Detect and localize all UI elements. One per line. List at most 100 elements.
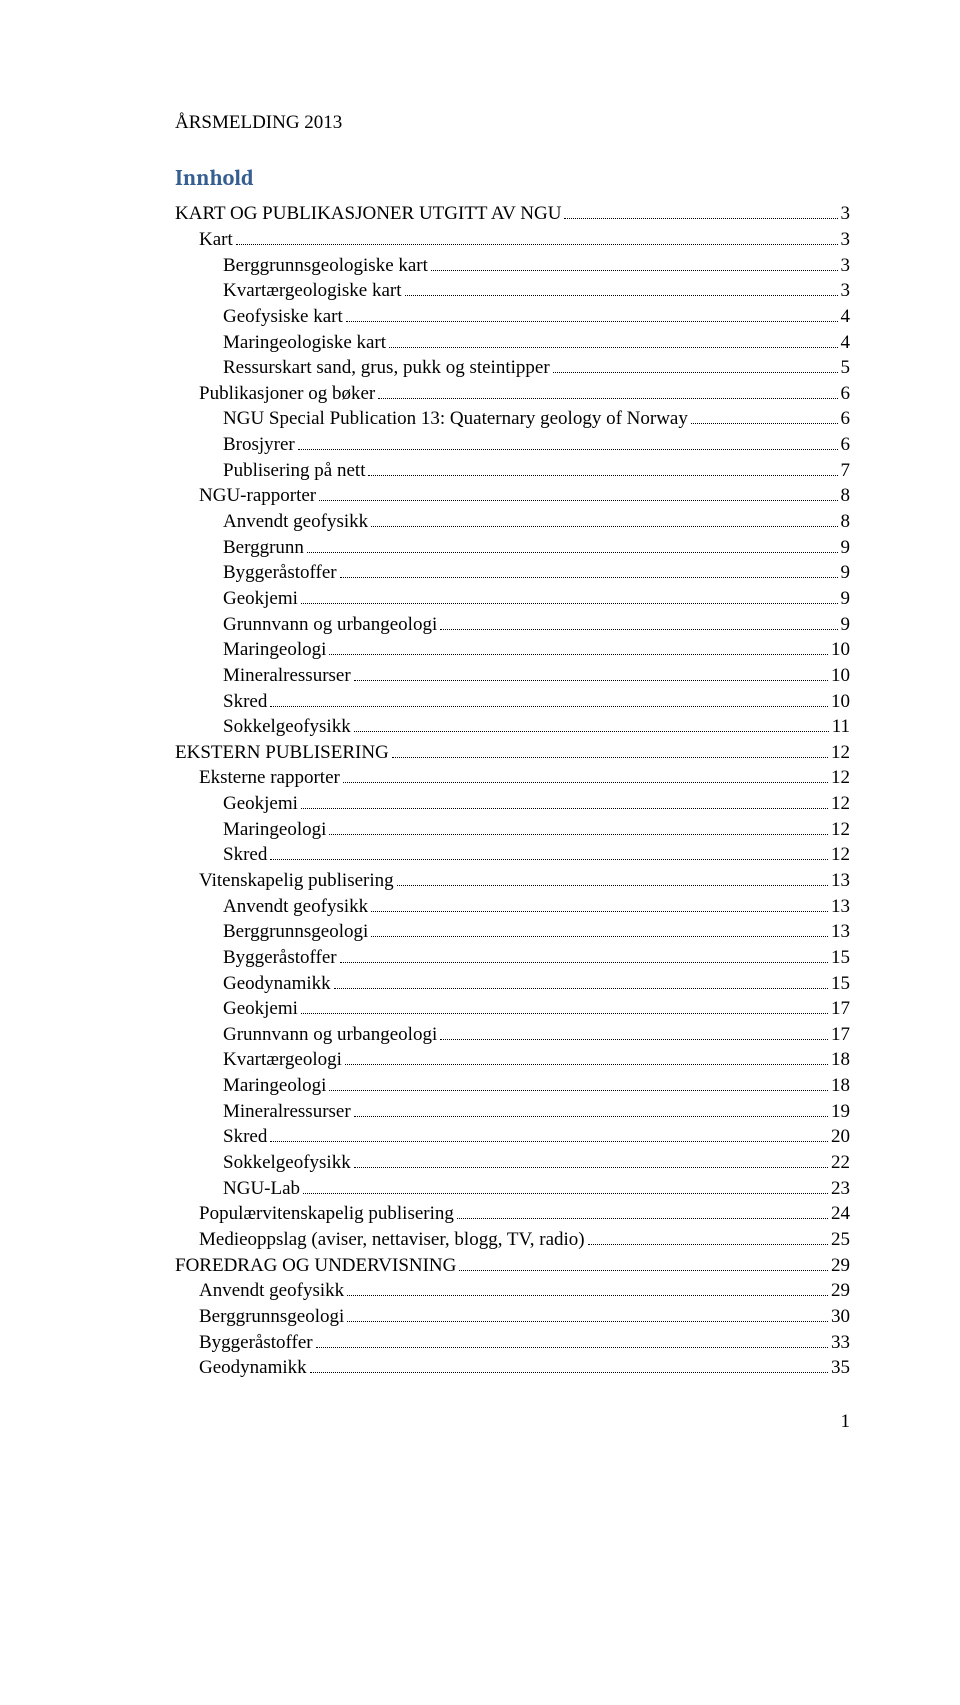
toc-line: Byggeråstoffer9 (175, 560, 850, 586)
toc-page: 15 (831, 945, 850, 971)
toc-page: 6 (841, 432, 851, 458)
toc-page: 4 (841, 330, 851, 356)
toc-dots (316, 1347, 828, 1348)
toc-page: 20 (831, 1124, 850, 1150)
toc-line: Maringeologi12 (175, 817, 850, 843)
toc-label: Geokjemi (223, 791, 298, 817)
toc-label: Vitenskapelig publisering (199, 868, 394, 894)
toc-dots (459, 1270, 828, 1271)
toc-line: Geodynamikk 15 (175, 971, 850, 997)
toc-dots (371, 936, 828, 937)
toc-label: Brosjyrer (223, 432, 295, 458)
toc-dots (368, 475, 837, 476)
toc-line: Populærvitenskapelig publisering24 (175, 1201, 850, 1227)
toc-page: 8 (841, 509, 851, 535)
toc-label: Anvendt geofysikk (223, 894, 368, 920)
toc-line: FOREDRAG OG UNDERVISNING29 (175, 1253, 850, 1279)
toc-line: Maringeologi18 (175, 1073, 850, 1099)
toc-label: Byggeråstoffer (223, 945, 337, 971)
toc-dots (371, 911, 828, 912)
toc-page: 17 (831, 1022, 850, 1048)
toc-page: 17 (831, 996, 850, 1022)
toc-label: Geokjemi (223, 586, 298, 612)
toc-dots (588, 1244, 828, 1245)
toc-page: 7 (841, 458, 851, 484)
toc-page: 10 (831, 689, 850, 715)
toc-line: Grunnvann og urbangeologi9 (175, 612, 850, 638)
toc-dots (303, 1193, 828, 1194)
toc-page: 10 (831, 637, 850, 663)
toc-page: 18 (831, 1073, 850, 1099)
toc-label: Geodynamikk (199, 1355, 307, 1381)
toc-label: Geofysiske kart (223, 304, 343, 330)
toc-line: Kart3 (175, 227, 850, 253)
toc-page: 5 (841, 355, 851, 381)
toc-dots (298, 449, 838, 450)
document-title: ÅRSMELDING 2013 (175, 110, 850, 136)
toc-dots (310, 1372, 828, 1373)
toc-page: 3 (841, 227, 851, 253)
toc-line: Grunnvann og urbangeologi 17 (175, 1022, 850, 1048)
toc-dots (329, 834, 828, 835)
toc-label: Mineralressurser (223, 663, 351, 689)
toc-dots (378, 398, 837, 399)
toc-dots (236, 244, 838, 245)
toc-line: Maringeologiske kart4 (175, 330, 850, 356)
toc-label: Sokkelgeofysikk (223, 1150, 351, 1176)
toc-dots (346, 321, 838, 322)
toc-dots (440, 629, 837, 630)
toc-label: Sokkelgeofysikk (223, 714, 351, 740)
toc-label: Berggrunn (223, 535, 304, 561)
toc-line: NGU-rapporter8 (175, 483, 850, 509)
toc-label: Skred (223, 1124, 267, 1150)
toc-line: Publisering på nett 7 (175, 458, 850, 484)
toc-page: 4 (841, 304, 851, 330)
toc-page: 3 (841, 253, 851, 279)
toc-page: 23 (831, 1176, 850, 1202)
toc-label: Kvartærgeologiske kart (223, 278, 402, 304)
toc-dots (691, 423, 838, 424)
toc-page: 10 (831, 663, 850, 689)
toc-line: Kvartærgeologiske kart3 (175, 278, 850, 304)
toc-line: Sokkelgeofysikk 11 (175, 714, 850, 740)
toc-label: Anvendt geofysikk (223, 509, 368, 535)
toc-label: Berggrunnsgeologi (223, 919, 368, 945)
toc-label: Grunnvann og urbangeologi (223, 1022, 437, 1048)
toc-line: Ressurskart sand, grus, pukk og steintip… (175, 355, 850, 381)
toc-page: 9 (841, 560, 851, 586)
toc-dots (301, 1013, 828, 1014)
toc-dots (457, 1218, 828, 1219)
toc-page: 13 (831, 868, 850, 894)
toc-label: Populærvitenskapelig publisering (199, 1201, 454, 1227)
toc-label: KART OG PUBLIKASJONER UTGITT AV NGU (175, 201, 561, 227)
toc-page: 3 (841, 201, 851, 227)
toc-label: Kvartærgeologi (223, 1047, 342, 1073)
toc-dots (553, 372, 838, 373)
toc-label: Medieoppslag (aviser, nettaviser, blogg,… (199, 1227, 585, 1253)
toc-dots (354, 1116, 828, 1117)
toc-line: Publikasjoner og bøker6 (175, 381, 850, 407)
toc-line: Berggrunnsgeologi13 (175, 919, 850, 945)
toc-line: Geokjemi 9 (175, 586, 850, 612)
toc-dots (564, 218, 837, 219)
toc-line: Sokkelgeofysikk22 (175, 1150, 850, 1176)
toc-dots (431, 270, 838, 271)
toc-label: Berggrunnsgeologi (199, 1304, 344, 1330)
toc-page: 15 (831, 971, 850, 997)
toc-page: 9 (841, 586, 851, 612)
page-number: 1 (175, 1409, 850, 1435)
toc-label: Geodynamikk (223, 971, 331, 997)
toc-dots (440, 1039, 828, 1040)
toc-page: 11 (832, 714, 850, 740)
toc-line: Geokjemi12 (175, 791, 850, 817)
toc-label: Publisering på nett (223, 458, 365, 484)
toc-line: Byggeråstoffer 15 (175, 945, 850, 971)
toc-dots (334, 988, 828, 989)
toc-page: 18 (831, 1047, 850, 1073)
toc-dots (329, 654, 828, 655)
toc-label: Skred (223, 689, 267, 715)
toc-page: 12 (831, 765, 850, 791)
toc-line: Anvendt geofysikk29 (175, 1278, 850, 1304)
toc-container: KART OG PUBLIKASJONER UTGITT AV NGU 3Kart… (175, 201, 850, 1380)
toc-line: Mineralressurser19 (175, 1099, 850, 1125)
